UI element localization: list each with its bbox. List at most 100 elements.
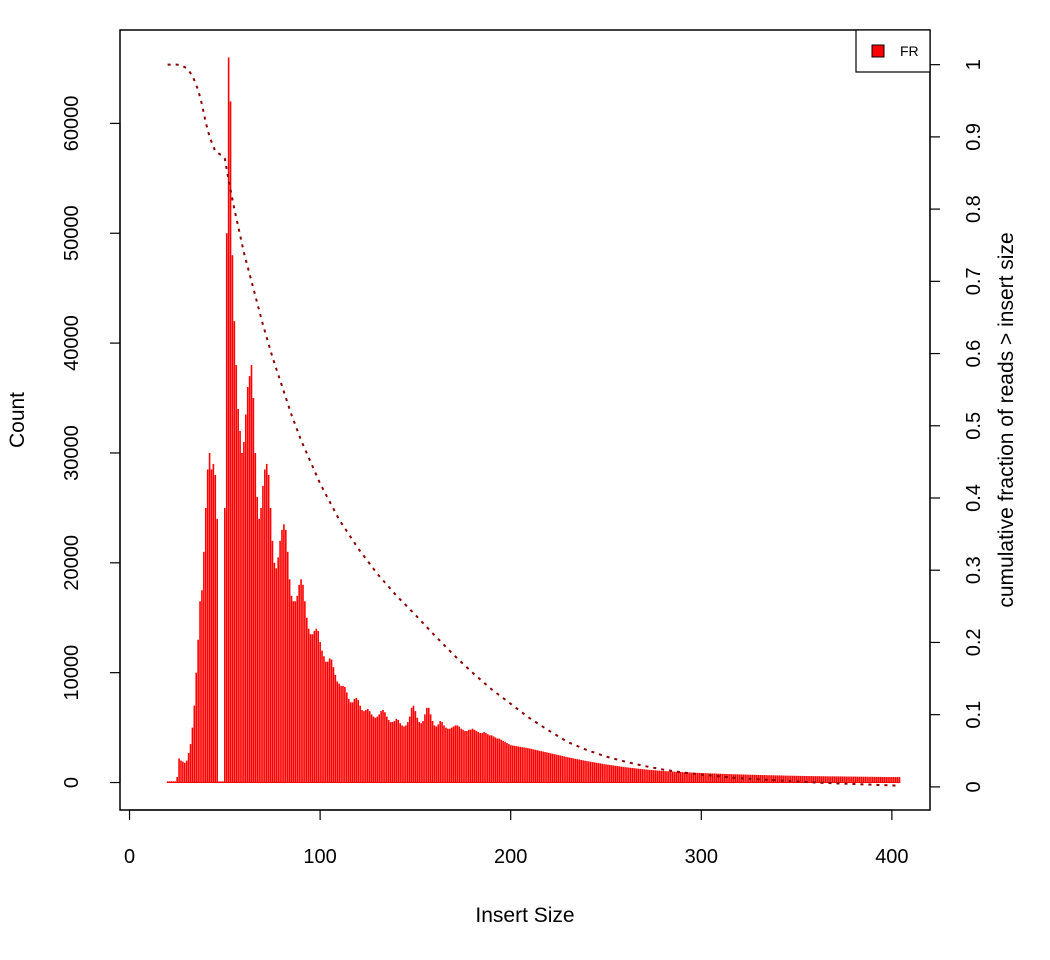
bar: [336, 681, 339, 783]
y-axis-left: 0 10000 20000 30000 40000 50000 60000: [61, 96, 121, 788]
bar: [839, 776, 842, 783]
bar: [641, 769, 644, 783]
bar: [494, 737, 497, 783]
bar: [852, 776, 855, 783]
bar: [326, 661, 329, 783]
bar: [872, 776, 874, 783]
bar: [801, 775, 804, 783]
bar: [784, 775, 786, 783]
bar: [464, 730, 466, 783]
bar: [340, 685, 342, 783]
bar: [269, 507, 272, 783]
bar: [386, 716, 388, 783]
bar: [776, 775, 779, 783]
bar: [637, 768, 640, 783]
bar: [711, 773, 714, 783]
bar: [582, 760, 584, 783]
bar: [244, 414, 247, 783]
bar: [397, 719, 400, 783]
bar: [389, 722, 392, 783]
bar: [435, 726, 438, 783]
bar: [222, 781, 224, 783]
bar: [822, 776, 825, 783]
bar: [536, 750, 539, 783]
bar: [277, 557, 279, 783]
bar: [786, 775, 788, 783]
bar: [706, 773, 708, 783]
bar: [237, 409, 239, 783]
bar: [820, 776, 823, 783]
bar: [710, 773, 712, 783]
bar: [254, 452, 257, 783]
legend: FR: [855, 29, 931, 73]
bar: [454, 725, 457, 783]
bar: [812, 776, 815, 783]
bar: [633, 768, 636, 783]
bar: [835, 776, 838, 783]
bar: [191, 727, 194, 783]
bar: [803, 775, 806, 783]
bar: [677, 771, 680, 783]
bar: [479, 733, 482, 783]
x-axis-title: Insert Size: [475, 904, 574, 927]
bar: [262, 485, 264, 783]
bar: [601, 763, 603, 783]
bar: [790, 775, 792, 783]
bar: [744, 774, 746, 783]
bar: [769, 775, 771, 783]
bar: [570, 758, 573, 783]
bar: [281, 529, 283, 783]
bar: [772, 775, 775, 783]
bar: [370, 714, 373, 783]
bar: [403, 726, 405, 783]
legend-box: [855, 29, 931, 73]
bar: [639, 768, 642, 783]
bar: [410, 707, 413, 783]
bar: [307, 628, 310, 783]
bar: [225, 233, 228, 783]
bar: [862, 776, 865, 783]
y2-axis-title: cumulative fraction of reads > insert si…: [995, 232, 1018, 607]
bar: [830, 776, 832, 783]
bar: [256, 496, 259, 783]
bar: [433, 725, 436, 783]
bar: [580, 759, 583, 783]
bar: [761, 775, 764, 783]
bar: [805, 776, 807, 783]
bar: [898, 777, 901, 783]
bar: [195, 672, 198, 783]
bar: [487, 734, 489, 783]
bar: [833, 776, 836, 783]
y2-tick-label: 1: [963, 59, 985, 70]
bar: [285, 529, 287, 783]
bar: [889, 777, 891, 783]
bar: [187, 752, 190, 783]
bar: [548, 752, 550, 783]
bar: [346, 692, 348, 783]
bar: [751, 774, 754, 783]
y-axis-title: Count: [6, 392, 29, 448]
bar: [736, 774, 739, 783]
bar: [883, 776, 886, 783]
bar: [532, 749, 535, 783]
bar: [300, 579, 302, 783]
y-tick-label: 50000: [61, 205, 83, 261]
bar: [841, 776, 844, 783]
bar: [353, 699, 356, 783]
bar: [689, 772, 691, 783]
bar: [515, 746, 518, 783]
bar: [521, 747, 523, 783]
bar: [797, 775, 800, 783]
bar: [426, 707, 428, 783]
bar: [546, 752, 548, 783]
bar: [199, 601, 201, 783]
bar: [553, 754, 556, 783]
bar: [843, 776, 846, 783]
bar: [679, 771, 682, 783]
y-tick-label: 40000: [61, 315, 83, 371]
y-axis-right: 0 0.1 0.2 0.3 0.4 0.5 0.6 0.7 0.8 0.9 1: [929, 59, 985, 792]
bar: [393, 721, 396, 783]
bar: [530, 748, 533, 783]
bar: [448, 728, 451, 783]
